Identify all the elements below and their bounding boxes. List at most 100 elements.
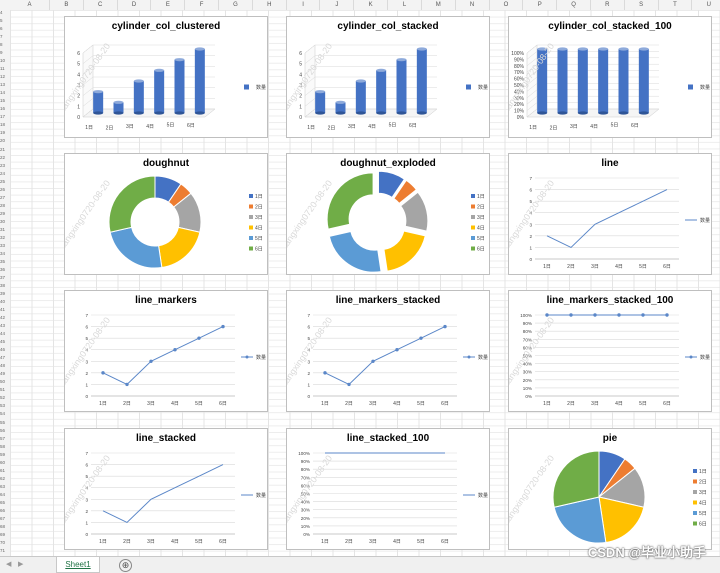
chart-line-stacked-100[interactable]: line_stacked_100 0% 10% 20% 30% 40% 50% 60% 70% 8… [286, 428, 490, 550]
scroll-right-icon[interactable]: ▶ [18, 561, 24, 568]
row-label[interactable]: 29 [0, 210, 6, 216]
row-label[interactable]: 14 [0, 90, 6, 96]
row-label[interactable]: 41 [0, 307, 6, 313]
row-label[interactable]: 38 [0, 283, 6, 288]
chart-line-markers-stacked-100[interactable]: line_markers_stacked_100 0% 10% 20% 30% 40% 50… [508, 290, 712, 412]
row-label[interactable]: 37 [0, 274, 6, 280]
row-label[interactable]: 12 [0, 74, 6, 80]
column-label[interactable]: N [456, 0, 490, 10]
row-label[interactable]: 22 [0, 154, 6, 160]
column-label[interactable]: B [50, 0, 84, 10]
row-label[interactable]: 28 [0, 202, 6, 208]
chart-line-markers[interactable]: line_markers 0 1 2 3 4 5 6 7 1日 2日 3日 4日 5日 6日 数量 tangxi… [64, 290, 268, 412]
row-label[interactable]: 18 [0, 122, 6, 128]
row-label[interactable]: 5 [0, 18, 3, 24]
row-label[interactable]: 30 [0, 218, 6, 224]
row-label[interactable]: 45 [0, 339, 6, 345]
row-label[interactable]: 21 [0, 146, 6, 152]
row-label[interactable]: 64 [0, 491, 6, 497]
column-label[interactable]: G [219, 0, 253, 10]
row-label[interactable]: 4 [0, 10, 3, 15]
column-label[interactable]: O [490, 0, 524, 10]
scroll-left-icon[interactable]: ◀ [6, 561, 12, 568]
chart-cylinder-col-stacked[interactable]: cylinder_col_stacked 0 1 2 3 4 5 6 1日 2日 3日 4日 5日 6日 数… [286, 16, 490, 138]
column-label[interactable]: S [625, 0, 659, 10]
row-label[interactable]: 20 [0, 138, 6, 144]
row-label[interactable]: 61 [0, 467, 6, 473]
column-label[interactable]: R [591, 0, 625, 10]
row-label[interactable]: 42 [0, 315, 6, 321]
column-label[interactable]: D [118, 0, 152, 10]
row-label[interactable]: 46 [0, 347, 6, 353]
chart-line-markers-stacked[interactable]: line_markers_stacked 0 1 2 3 4 5 6 7 1日 2日 3日 4日 5日 6日… [286, 290, 490, 412]
column-label[interactable]: K [354, 0, 389, 10]
column-label[interactable]: P [523, 0, 558, 10]
chart-line[interactable]: line 0 1 2 3 4 5 6 7 1日 2日 3日 4日 5日 6日 数量 tangxing0720-0… [508, 153, 712, 275]
row-label[interactable]: 26 [0, 186, 6, 192]
row-label[interactable]: 59 [0, 451, 6, 457]
column-label[interactable]: E [151, 0, 186, 10]
row-label[interactable]: 10 [0, 58, 6, 64]
row-label[interactable]: 57 [0, 435, 6, 441]
row-label[interactable]: 34 [0, 250, 6, 256]
column-label[interactable]: C [84, 0, 118, 10]
chart-cylinder-col-clustered[interactable]: cylinder_col_clustered 0 1 2 3 4 5 6 1日 2日 3日 4日 5日 6… [64, 16, 268, 138]
column-label[interactable]: F [185, 0, 220, 10]
row-label[interactable]: 33 [0, 242, 6, 248]
row-label[interactable]: 31 [0, 226, 6, 232]
row-label[interactable]: 67 [0, 515, 6, 521]
column-label[interactable]: L [388, 0, 422, 10]
row-label[interactable]: 56 [0, 427, 6, 433]
row-label[interactable]: 43 [0, 323, 6, 329]
column-label[interactable]: T [659, 0, 693, 10]
row-label[interactable]: 27 [0, 194, 6, 200]
row-label[interactable]: 13 [0, 82, 6, 88]
row-label[interactable]: 25 [0, 178, 6, 184]
row-label[interactable]: 39 [0, 291, 6, 297]
row-label[interactable]: 62 [0, 475, 6, 481]
row-label[interactable]: 15 [0, 98, 6, 104]
row-label[interactable]: 9 [0, 50, 3, 56]
chart-doughnut[interactable]: doughnut 1日 2日 3日 4日 5日 6日 tangxing0720-08-20 [64, 153, 268, 275]
row-label[interactable]: 7 [0, 34, 3, 40]
row-label[interactable]: 49 [0, 371, 6, 377]
row-label[interactable]: 17 [0, 114, 6, 120]
row-label[interactable]: 32 [0, 234, 6, 240]
row-label[interactable]: 36 [0, 266, 6, 272]
row-label[interactable]: 71 [0, 547, 6, 553]
sheet-tab-sheet1[interactable]: Sheet1 [56, 557, 100, 573]
column-label[interactable]: Q [557, 0, 591, 10]
row-label[interactable]: 23 [0, 162, 6, 168]
column-label[interactable]: I [287, 0, 321, 10]
chart-line-stacked[interactable]: line_stacked 0 1 2 3 4 5 6 7 1日 2日 3日 4日 5日 6日 数量 tangxi… [64, 428, 268, 550]
column-label[interactable]: H [253, 0, 287, 10]
row-label[interactable]: 19 [0, 130, 6, 136]
row-label[interactable]: 60 [0, 459, 6, 465]
row-label[interactable]: 48 [0, 363, 6, 369]
row-label[interactable]: 66 [0, 507, 6, 513]
row-label[interactable]: 50 [0, 379, 6, 385]
column-label[interactable]: J [320, 0, 355, 10]
row-label[interactable]: 58 [0, 443, 6, 449]
row-label[interactable]: 47 [0, 355, 6, 361]
column-label[interactable]: A [10, 0, 50, 10]
chart-cylinder-col-stacked-100[interactable]: cylinder_col_stacked_100 0% 10% 20% 30% 40% 50… [508, 16, 712, 138]
row-label[interactable]: 54 [0, 411, 6, 417]
row-label[interactable]: 53 [0, 403, 6, 409]
row-label[interactable]: 16 [0, 106, 6, 112]
row-label[interactable]: 52 [0, 395, 6, 401]
row-label[interactable]: 69 [0, 531, 6, 537]
row-label[interactable]: 35 [0, 258, 6, 264]
row-label[interactable]: 44 [0, 331, 6, 337]
chart-doughnut-exploded[interactable]: doughnut_exploded 1日 2日 3日 4日 5日 6日 tangxing072… [286, 153, 490, 275]
chart-pie[interactable]: pie 1日 2日 3日 4日 5日 6日 tangxing0720-08-20 [508, 428, 712, 550]
column-label[interactable]: U [692, 0, 720, 10]
row-label[interactable]: 55 [0, 419, 6, 425]
column-label[interactable]: M [422, 0, 456, 10]
row-label[interactable]: 70 [0, 539, 6, 545]
add-sheet-icon[interactable]: ⊕ [119, 559, 132, 572]
row-label[interactable]: 40 [0, 299, 6, 305]
row-label[interactable]: 24 [0, 170, 6, 176]
row-label[interactable]: 65 [0, 499, 6, 505]
row-label[interactable]: 11 [0, 66, 5, 72]
